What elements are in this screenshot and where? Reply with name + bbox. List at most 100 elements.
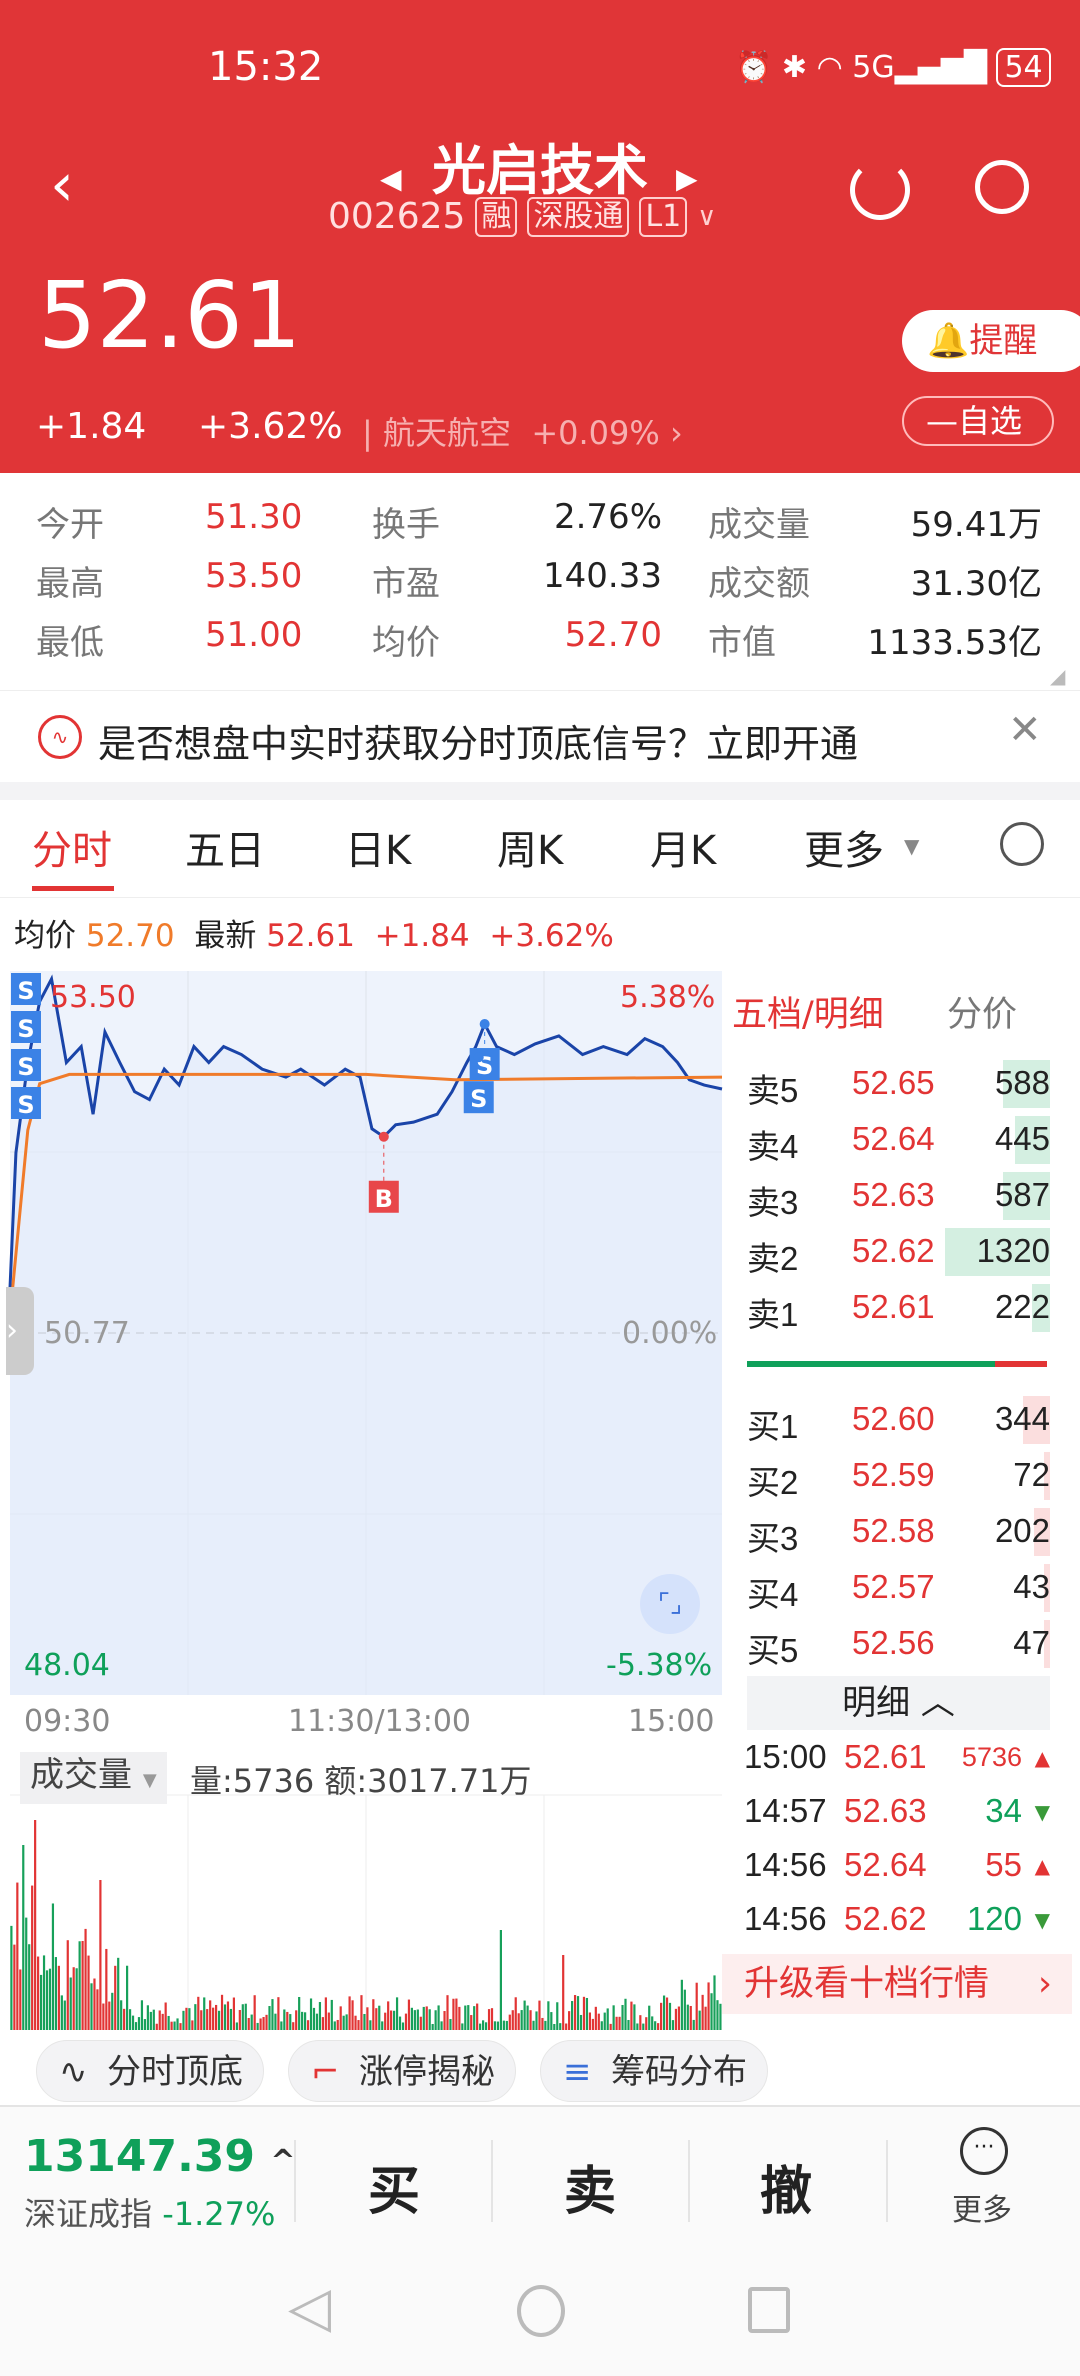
buy-sell-ratio-bar [747,1361,1047,1367]
volume-bar [128,2009,132,2030]
detail-toggle[interactable]: 明细 ︿ [747,1676,1050,1730]
level-label: 买4 [747,1576,799,1613]
volume-bar [660,2002,663,2030]
trade-volume: 34 [985,1792,1022,1829]
bottom-trade-bar: 13147.39 ^ 深证成指 -1.27% 买 卖 撤 ··· 更多 [0,2105,1080,2255]
volume-bar [594,2006,597,2030]
volume-bar [390,2010,393,2030]
refresh-icon[interactable] [850,160,910,220]
tab-5[interactable]: 更多 [804,828,884,874]
volume-bar [25,1917,28,2030]
index-name[interactable]: 深证成指 -1.27% [24,2195,276,2233]
volume-bar [446,1995,449,2030]
sell-button[interactable]: 卖 [564,2162,617,2222]
expand-panel-handle[interactable]: › [6,1287,34,1375]
volume-bar [547,2001,550,2030]
volume-bar [238,2009,241,2030]
volume-bar [268,2006,271,2030]
remind-button[interactable]: 🔔提醒 [902,310,1080,372]
back-icon[interactable]: ‹ [50,150,74,220]
level-volume: 344 [994,1400,1050,1437]
prev-stock-icon[interactable]: ◀ [380,162,402,195]
sell-signal-marker[interactable] [11,1049,41,1081]
volume-bar [306,2020,310,2030]
stat-label: 最低 [36,623,104,663]
trade-volume: 120 [966,1900,1022,1937]
expand-corner-icon[interactable]: ◢ [1050,664,1066,688]
tab-1[interactable]: 五日 [185,828,265,874]
volume-bar [532,2020,535,2030]
volume-bar [490,2008,494,2030]
level-volume: 587 [994,1176,1050,1213]
volume-bar [413,2010,416,2030]
volume-bar [487,2009,491,2030]
close-icon[interactable]: ✕ [1008,707,1042,753]
more-label[interactable]: 更多 [952,2193,1012,2228]
volume-bar [10,1925,13,2030]
sell-signal-marker[interactable] [11,1087,41,1119]
level-label: 卖3 [747,1184,799,1221]
sector-link[interactable]: | 航天航空 +0.09% › [362,414,683,452]
volume-bar [152,2009,155,2030]
next-stock-icon[interactable]: ▶ [676,162,698,195]
volume-bar [146,2005,149,2030]
volume-bar [292,2022,295,2030]
volume-bar [648,2005,651,2030]
volume-selector[interactable]: 成交量 ▼ [20,1752,167,1804]
search-icon[interactable] [975,160,1029,214]
sell-signal-marker[interactable] [469,1048,500,1081]
level-label: 卖2 [747,1240,799,1277]
buy-signal-marker[interactable] [368,1180,399,1213]
signal-dot [473,1052,484,1063]
volume-bar [455,1998,458,2030]
depth-bar [1033,1508,1050,1556]
volume-bar [164,2002,167,2030]
sell-signal-marker[interactable] [463,1081,494,1114]
nav-recents-icon[interactable] [748,2287,790,2333]
volume-bar [179,2023,182,2030]
volume-bar [301,2011,304,2030]
sell-signal-marker[interactable] [11,973,41,1005]
orderbook-tab[interactable]: 五档/明细 [732,995,884,1035]
volume-bar [363,2013,366,2030]
volume-bar [170,2021,173,2030]
stat-label: 成交量 [708,505,810,545]
tab-2[interactable]: 日K [345,828,412,874]
tab-0[interactable]: 分时 [32,828,112,874]
chip-0[interactable]: ∿ 分时顶底 [36,2040,264,2102]
volume-bar [78,1941,81,2030]
volume-bar [707,1982,710,2030]
price-distribution-tab[interactable]: 分价 [947,995,1018,1035]
buy-button[interactable]: 买 [368,2162,421,2222]
volume-bar [360,1995,363,2030]
nav-back-icon[interactable]: ◁ [288,2275,332,2340]
nav-home-icon[interactable] [517,2285,565,2337]
tab-4[interactable]: 月K [650,828,717,874]
volume-bar [654,2021,657,2030]
chip-2[interactable]: ≡ 筹码分布 [540,2040,768,2102]
tab-3[interactable]: 周K [497,828,564,874]
upgrade-level10-button[interactable]: 升级看十档行情 › [722,1954,1072,2014]
watchlist-button[interactable]: —自选 [902,396,1054,446]
volume-bar [149,2011,152,2030]
cancel-order-button[interactable]: 撤 [760,2162,813,2222]
more-icon[interactable]: ··· [960,2127,1008,2175]
level-volume: 72 [1013,1456,1050,1493]
settings-icon[interactable] [1000,822,1044,866]
divider [0,782,1080,800]
trade-time: 14:56 [744,1846,827,1883]
sell-signal-marker[interactable] [11,1011,41,1043]
stat-value: 52.70 [564,615,662,655]
depth-bar [1044,1452,1050,1500]
volume-bar [63,2000,66,2030]
signal-banner[interactable]: ∿ 是否想盘中实时获取分时顶底信号？立即开通 ✕ [0,690,1080,782]
chevron-down-icon[interactable]: ∨ [697,201,717,232]
index-value[interactable]: 13147.39 ^ [24,2131,296,2182]
chip-1[interactable]: ⌐ 涨停揭秘 [288,2040,516,2102]
volume-bar [321,2017,324,2030]
low-price-label: 48.04 [24,1648,110,1683]
volume-bar [473,2006,476,2030]
fullscreen-icon[interactable]: ⌜⌟ [640,1574,700,1634]
volume-bar [182,2010,185,2030]
